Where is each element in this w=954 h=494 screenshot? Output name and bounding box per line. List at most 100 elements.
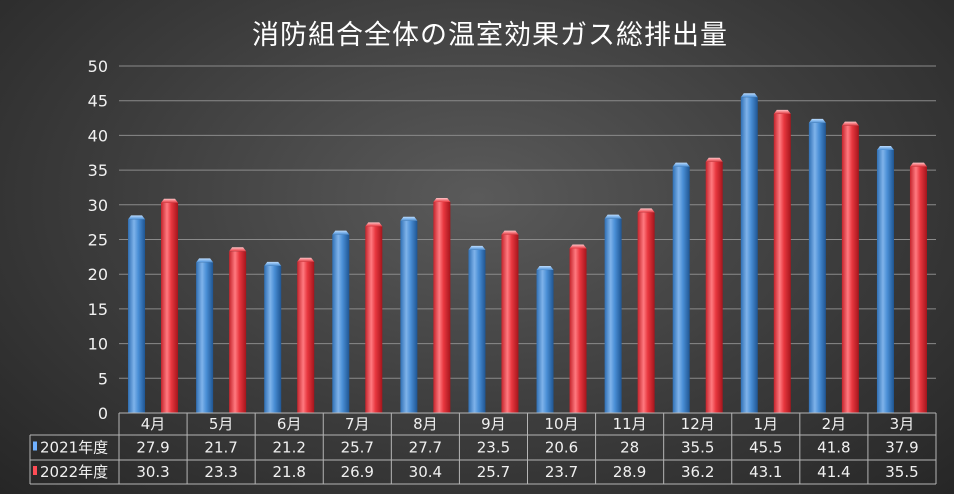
bar-series-2021 bbox=[196, 258, 214, 413]
data-value-label: 45.5 bbox=[749, 439, 782, 457]
category-label: 7月 bbox=[345, 415, 370, 433]
category-label: 6月 bbox=[277, 415, 302, 433]
bar-series-2022 bbox=[161, 198, 179, 413]
bar-cap bbox=[637, 208, 655, 213]
bar-cap bbox=[365, 222, 383, 227]
bar-cap bbox=[740, 93, 758, 98]
bar-body bbox=[637, 212, 655, 413]
data-value-label: 21.7 bbox=[204, 439, 237, 457]
bar-cap bbox=[604, 214, 622, 219]
data-value-label: 35.5 bbox=[885, 463, 918, 481]
bar-cap bbox=[773, 109, 791, 114]
bar-body bbox=[365, 226, 383, 413]
bar-series-2022 bbox=[433, 198, 451, 413]
category-label: 10月 bbox=[544, 415, 578, 433]
category-label: 3月 bbox=[890, 415, 915, 433]
bar-body bbox=[705, 161, 723, 413]
bar-series-2022 bbox=[501, 230, 519, 413]
data-value-label: 28 bbox=[620, 439, 639, 457]
data-value-label: 36.2 bbox=[681, 463, 714, 481]
bar-body bbox=[229, 251, 247, 413]
bar-series-2021 bbox=[400, 216, 418, 413]
y-tick-label: 45 bbox=[88, 92, 108, 111]
bar-cap bbox=[672, 162, 690, 167]
data-value-label: 35.5 bbox=[681, 439, 714, 457]
bar-cap bbox=[808, 118, 826, 123]
legend-entry: 2021年度 bbox=[33, 439, 108, 457]
y-tick-label: 40 bbox=[88, 126, 108, 145]
legend-marker bbox=[33, 441, 37, 451]
bar-cap bbox=[569, 244, 587, 249]
bar-cap bbox=[400, 216, 418, 221]
bar-series-2021 bbox=[672, 162, 690, 413]
data-value-label: 23.3 bbox=[204, 463, 237, 481]
y-tick-label: 15 bbox=[88, 300, 108, 319]
category-label: 1月 bbox=[754, 415, 779, 433]
data-value-label: 27.7 bbox=[409, 439, 442, 457]
bar-series-2021 bbox=[740, 93, 758, 413]
bar-cap bbox=[332, 230, 350, 235]
bar-body bbox=[604, 218, 622, 413]
y-tick-label: 5 bbox=[98, 369, 108, 388]
bar-series-2022 bbox=[841, 121, 859, 414]
data-value-label: 28.9 bbox=[613, 463, 646, 481]
legend-entry: 2022年度 bbox=[33, 463, 108, 481]
y-tick-label: 25 bbox=[88, 231, 108, 250]
legend-label: 2021年度 bbox=[40, 439, 108, 457]
bar-body bbox=[672, 166, 690, 413]
bar-series-2022 bbox=[365, 222, 383, 413]
data-value-label: 26.9 bbox=[341, 463, 374, 481]
bar-cap bbox=[705, 157, 723, 162]
bar-series-2021 bbox=[876, 145, 894, 413]
bar-body bbox=[909, 166, 927, 413]
bar-series-2022 bbox=[229, 247, 247, 413]
chart-title: 消防組合全体の温室効果ガス総排出量 bbox=[252, 20, 728, 51]
bar-cap bbox=[161, 198, 179, 203]
category-label: 5月 bbox=[209, 415, 234, 433]
y-tick-label: 0 bbox=[98, 404, 108, 423]
bar-body bbox=[297, 261, 315, 413]
data-value-label: 41.8 bbox=[817, 439, 850, 457]
category-label: 4月 bbox=[141, 415, 166, 433]
y-tick-label: 50 bbox=[88, 57, 108, 76]
data-value-label: 20.6 bbox=[545, 439, 578, 457]
bar-body bbox=[501, 234, 519, 413]
y-tick-label: 35 bbox=[88, 161, 108, 180]
bar-cap bbox=[264, 261, 282, 266]
bar-series-2021 bbox=[332, 230, 350, 413]
bar-cap bbox=[536, 266, 554, 271]
bar-series-2021 bbox=[264, 261, 282, 413]
y-tick-label: 10 bbox=[88, 335, 108, 354]
category-label: 11月 bbox=[613, 415, 647, 433]
bar-series-2021 bbox=[808, 118, 826, 414]
bar-body bbox=[536, 270, 554, 413]
bar-cap bbox=[128, 215, 146, 220]
bar-series-2022 bbox=[297, 257, 315, 413]
bar-body bbox=[433, 202, 451, 413]
gridlines bbox=[119, 65, 936, 414]
y-axis-tick-labels: 0 5 10 15 20 25 30 35 40 45 50 bbox=[88, 57, 108, 423]
bar-cap bbox=[297, 257, 315, 262]
bar-series-2022 bbox=[909, 162, 927, 413]
bar-cap bbox=[433, 198, 451, 203]
data-value-label: 30.3 bbox=[136, 463, 169, 481]
bar-series-2021 bbox=[536, 266, 554, 413]
data-table: 4月 5月 6月 7月 8月 9月 10月 11月 12月 1月 2月 3月 2021年度 27.9 21.… bbox=[29, 412, 937, 485]
bar-cap bbox=[196, 258, 214, 263]
data-value-label: 25.7 bbox=[477, 463, 510, 481]
bar-series-2021 bbox=[604, 214, 622, 413]
bar-body bbox=[332, 234, 350, 413]
bars bbox=[128, 93, 927, 414]
data-value-label: 27.9 bbox=[136, 439, 169, 457]
bar-body bbox=[808, 122, 826, 414]
bar-body bbox=[841, 125, 859, 414]
bar-body bbox=[161, 202, 179, 413]
bar-body bbox=[773, 113, 791, 414]
bar-series-2021 bbox=[128, 215, 146, 413]
category-label: 12月 bbox=[681, 415, 715, 433]
bar-cap bbox=[876, 145, 894, 150]
category-label: 8月 bbox=[413, 415, 438, 433]
category-label: 9月 bbox=[481, 415, 506, 433]
bar-body bbox=[400, 220, 418, 413]
